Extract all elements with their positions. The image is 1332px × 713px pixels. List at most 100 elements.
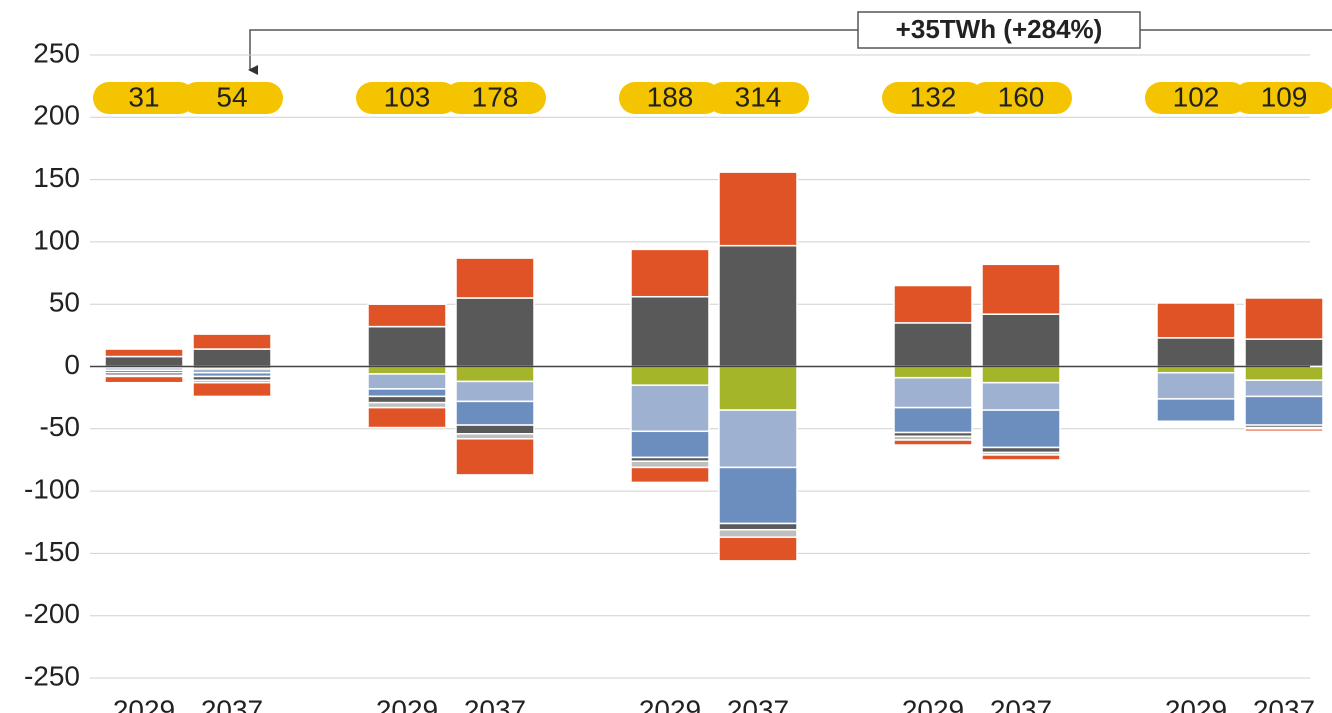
bar-segment bbox=[192, 348, 272, 368]
total-pill bbox=[707, 82, 809, 114]
x-tick-label: 2037 bbox=[727, 694, 789, 713]
bar-segment bbox=[1244, 297, 1324, 340]
total-pill bbox=[882, 82, 984, 114]
bar-segment bbox=[718, 528, 798, 538]
y-tick-label: -250 bbox=[24, 660, 80, 691]
total-label: 109 bbox=[1261, 81, 1308, 112]
bar-segment bbox=[1244, 338, 1324, 368]
bar-segment bbox=[367, 395, 447, 404]
bar-segment bbox=[192, 381, 272, 398]
bar-segment bbox=[893, 439, 973, 446]
bar-segment bbox=[1156, 302, 1236, 339]
bar-segment bbox=[630, 460, 710, 469]
bar-segment bbox=[981, 409, 1061, 449]
bar-segment bbox=[367, 373, 447, 390]
bar-segment bbox=[1244, 428, 1324, 433]
bar-segment bbox=[981, 365, 1061, 384]
bar-segment bbox=[1156, 365, 1236, 374]
bar-segment bbox=[455, 257, 535, 299]
bar-segment bbox=[893, 284, 973, 324]
total-label: 132 bbox=[910, 81, 957, 112]
bar-segment bbox=[455, 297, 535, 368]
bar-segment bbox=[630, 295, 710, 368]
annotation-arrow bbox=[248, 29, 858, 75]
total-pill bbox=[444, 82, 546, 114]
bar-segment bbox=[367, 325, 447, 368]
total-label: 178 bbox=[472, 81, 519, 112]
bar-segment bbox=[1156, 371, 1236, 400]
bar-segment bbox=[367, 303, 447, 328]
x-tick-label: 2037 bbox=[1253, 694, 1315, 713]
total-pill bbox=[970, 82, 1072, 114]
total-label: 54 bbox=[216, 81, 247, 112]
bar-segment bbox=[630, 365, 710, 386]
bar-segment bbox=[455, 438, 535, 476]
bar-segment bbox=[455, 424, 535, 435]
total-pill bbox=[1145, 82, 1247, 114]
bar-segment bbox=[455, 400, 535, 426]
bar-segment bbox=[1156, 398, 1236, 423]
bar-segment bbox=[104, 348, 184, 358]
annotation-box bbox=[857, 11, 1141, 49]
bar-segment bbox=[367, 406, 447, 429]
total-label: 188 bbox=[647, 81, 694, 112]
bar-segment bbox=[718, 244, 798, 368]
x-tick-label: 2037 bbox=[990, 694, 1052, 713]
bar-segment bbox=[630, 384, 710, 433]
bar-segment bbox=[455, 380, 535, 403]
bar-segment bbox=[981, 313, 1061, 368]
y-tick-label: -150 bbox=[24, 536, 80, 567]
bar-segment bbox=[718, 365, 798, 411]
x-tick-label: 2037 bbox=[201, 694, 263, 713]
y-tick-label: -100 bbox=[24, 473, 80, 504]
bar-segment bbox=[981, 263, 1061, 315]
bar-segment bbox=[630, 430, 710, 459]
y-tick-label: 150 bbox=[33, 162, 80, 193]
bar-segment bbox=[981, 454, 1061, 461]
bar-segment bbox=[192, 333, 272, 350]
total-pill bbox=[93, 82, 195, 114]
total-pill bbox=[1233, 82, 1332, 114]
total-label: 31 bbox=[128, 81, 159, 112]
x-tick-label: 2029 bbox=[1165, 694, 1227, 713]
annotation: +35TWh (+284%) bbox=[896, 14, 1103, 44]
total-pill bbox=[356, 82, 458, 114]
y-tick-label: 0 bbox=[64, 349, 80, 380]
bar-segment bbox=[981, 381, 1061, 411]
total-pill bbox=[619, 82, 721, 114]
bar-segment bbox=[455, 365, 535, 383]
y-tick-label: -200 bbox=[24, 598, 80, 629]
bar-segment bbox=[893, 365, 973, 379]
bar-segment bbox=[893, 322, 973, 368]
total-pill bbox=[181, 82, 283, 114]
x-tick-label: 2029 bbox=[376, 694, 438, 713]
bar-segment bbox=[1156, 337, 1236, 368]
bar-segment bbox=[718, 522, 798, 531]
bar-segment bbox=[1244, 395, 1324, 426]
x-tick-label: 2029 bbox=[639, 694, 701, 713]
total-label: 103 bbox=[384, 81, 431, 112]
bar-segment bbox=[1156, 423, 1236, 426]
bar-segment bbox=[104, 355, 184, 368]
total-label: 160 bbox=[998, 81, 1045, 112]
x-tick-label: 2029 bbox=[902, 694, 964, 713]
y-tick-label: 250 bbox=[33, 37, 80, 68]
bar-segment bbox=[718, 171, 798, 247]
bar-segment bbox=[367, 365, 447, 375]
bar-segment bbox=[367, 388, 447, 398]
y-tick-label: 50 bbox=[49, 287, 80, 318]
x-tick-label: 2037 bbox=[464, 694, 526, 713]
bar-segment bbox=[104, 375, 184, 384]
total-label: 102 bbox=[1173, 81, 1220, 112]
total-label: 314 bbox=[735, 81, 782, 112]
y-tick-label: 200 bbox=[33, 100, 80, 131]
bar-segment bbox=[718, 536, 798, 562]
bar-segment bbox=[630, 248, 710, 298]
x-tick-label: 2029 bbox=[113, 694, 175, 713]
bar-segment bbox=[1244, 379, 1324, 398]
y-tick-label: 100 bbox=[33, 224, 80, 255]
bar-segment bbox=[1244, 365, 1324, 381]
y-tick-label: -50 bbox=[40, 411, 80, 442]
bar-segment bbox=[630, 466, 710, 484]
